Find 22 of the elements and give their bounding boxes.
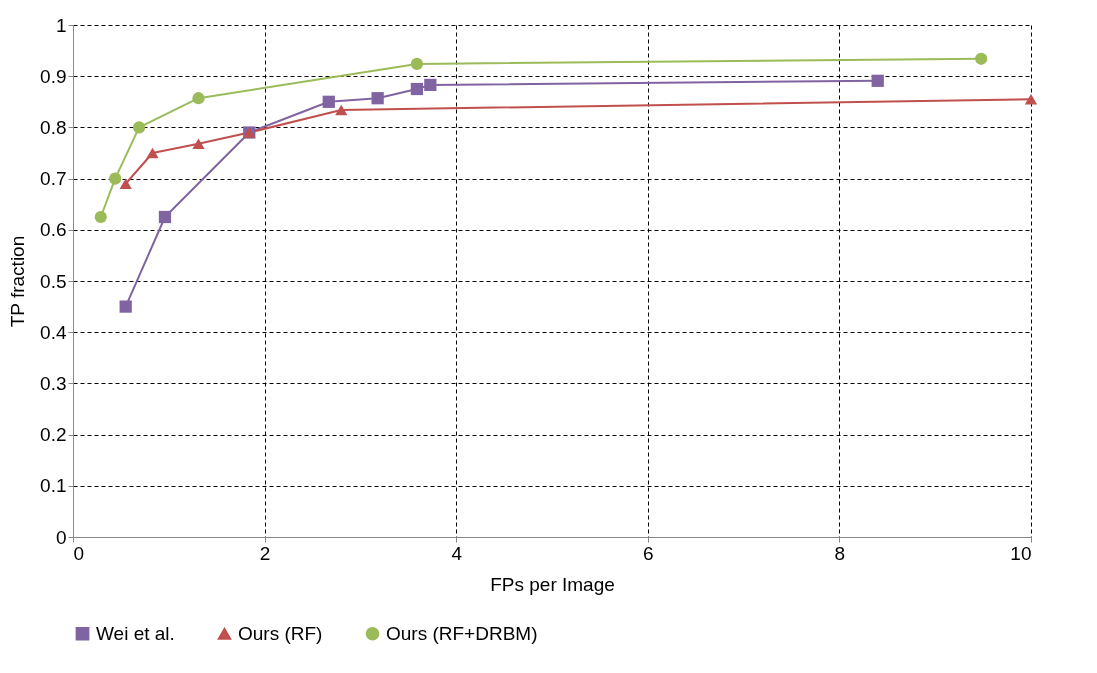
y-tick-label: 0.5: [40, 270, 67, 292]
y-tick-label: 0.4: [40, 321, 67, 343]
legend-label: Ours (RF+DRBM): [386, 622, 538, 644]
y-tick-label: 0.1: [40, 475, 67, 497]
legend-label: Wei et al.: [96, 622, 175, 644]
y-tick-label: 0.6: [40, 219, 67, 241]
x-tick-label: 10: [1010, 542, 1032, 564]
y-tick-label: 1: [55, 14, 67, 36]
y-tick-label: 0.2: [40, 424, 67, 446]
y-axis-title: TP fraction: [7, 235, 29, 328]
legend-label: Ours (RF): [238, 622, 323, 644]
x-tick-label: 2: [259, 542, 271, 564]
x-tick-label: 8: [834, 542, 846, 564]
y-tick-label: 0.7: [40, 168, 67, 190]
y-tick-label: 0.8: [40, 116, 67, 138]
y-tick-label: 0.3: [40, 372, 67, 394]
y-tick-label: 0.9: [40, 65, 67, 87]
x-tick-label: 4: [451, 542, 463, 564]
y-tick-label: 0: [55, 526, 67, 548]
x-tick-label: 0: [73, 542, 85, 564]
x-tick-label: 6: [643, 542, 654, 564]
x-axis-title: FPs per Image: [490, 573, 615, 595]
